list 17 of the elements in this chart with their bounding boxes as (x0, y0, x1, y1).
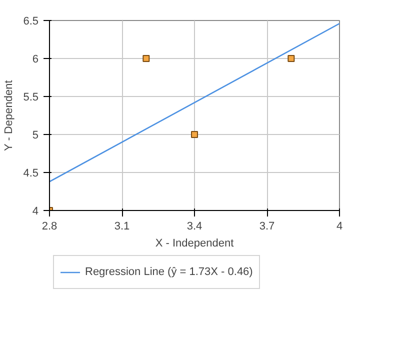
x-tick-label: 3.7 (259, 220, 275, 232)
y-tick-label: 6.5 (23, 16, 39, 28)
y-tick-label: 5 (32, 130, 39, 142)
x-axis-title: X - Independent (155, 238, 234, 250)
x-tick-label: 4 (336, 220, 343, 232)
x-tick-label: 3.1 (114, 220, 130, 232)
y-tick-label: 4.5 (23, 168, 39, 180)
y-axis-title: Y - Dependent (3, 80, 16, 151)
point (191, 131, 198, 138)
point (288, 55, 295, 62)
x-tick-label: 2.8 (42, 220, 58, 232)
y-tick-label: 5.5 (23, 92, 39, 104)
legend-label: Regression Line (ŷ = 1.73X - 0.46) (85, 266, 253, 278)
y-tick-label: 6 (32, 54, 39, 66)
x-tick-label: 3.4 (186, 220, 202, 232)
y-tick-label: 4 (32, 206, 39, 218)
point (142, 55, 150, 62)
